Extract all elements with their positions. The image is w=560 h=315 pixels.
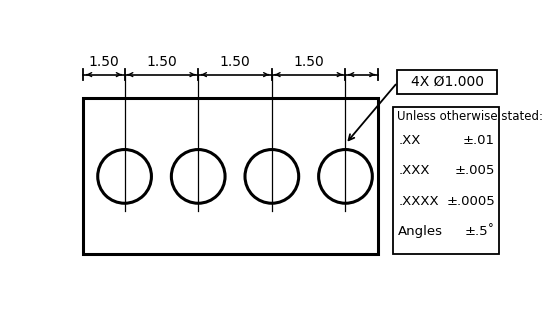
Text: ±.5˚: ±.5˚ <box>465 225 495 238</box>
Text: .XX: .XX <box>398 134 421 147</box>
Text: 4X Ø1.000: 4X Ø1.000 <box>410 75 484 89</box>
Bar <box>393 107 499 255</box>
Text: 1.50: 1.50 <box>220 54 250 69</box>
Text: .XXX: .XXX <box>398 164 430 177</box>
Text: ±.01: ±.01 <box>463 134 495 147</box>
Text: 1.50: 1.50 <box>88 54 119 69</box>
Text: 1.50: 1.50 <box>293 54 324 69</box>
Text: 1.50: 1.50 <box>146 54 177 69</box>
Bar <box>83 98 378 255</box>
Text: Unless otherwise stated:: Unless otherwise stated: <box>396 110 543 123</box>
Circle shape <box>245 150 298 203</box>
Text: Angles: Angles <box>398 225 444 238</box>
Circle shape <box>319 150 372 203</box>
Circle shape <box>98 150 151 203</box>
Text: ±.005: ±.005 <box>455 164 495 177</box>
Text: ±.0005: ±.0005 <box>446 195 495 208</box>
Bar <box>398 70 497 94</box>
Circle shape <box>171 150 225 203</box>
Text: .XXXX: .XXXX <box>398 195 439 208</box>
